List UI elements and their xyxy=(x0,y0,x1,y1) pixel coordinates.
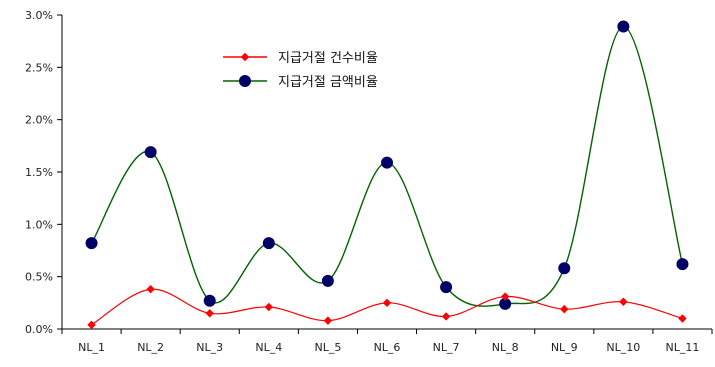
data-point xyxy=(203,294,216,307)
y-tick-label: 2.5% xyxy=(25,61,53,74)
x-tick-label: NL_7 xyxy=(433,341,460,354)
data-point xyxy=(262,237,275,250)
x-tick-label: NL_9 xyxy=(551,341,578,354)
legend-item-1: 지급거절 건수비율 xyxy=(223,51,378,66)
y-tick-label: 1.5% xyxy=(25,166,53,179)
x-tick-label: NL_11 xyxy=(666,341,700,354)
legend-marker xyxy=(240,52,250,62)
legend-marker xyxy=(239,75,251,87)
data-point xyxy=(146,285,155,294)
data-point xyxy=(560,304,569,314)
y-tick-label: 0.5% xyxy=(25,271,53,284)
data-point xyxy=(441,312,451,321)
data-point xyxy=(205,309,214,318)
x-tick-label: NL_4 xyxy=(255,341,282,354)
data-point xyxy=(264,302,274,312)
data-point xyxy=(676,258,689,271)
y-tick-label: 2.0% xyxy=(25,114,53,127)
x-tick-label: NL_1 xyxy=(78,341,105,354)
y-tick-label: 3.0% xyxy=(25,9,53,22)
data-point xyxy=(500,292,510,301)
x-tick-label: NL_8 xyxy=(492,341,519,354)
data-point xyxy=(558,262,571,275)
data-point xyxy=(87,320,96,330)
data-point xyxy=(321,274,334,287)
data-point xyxy=(323,316,333,325)
x-tick-label: NL_6 xyxy=(374,341,401,354)
series-layer xyxy=(85,20,689,330)
x-tick-label: NL_2 xyxy=(137,341,164,354)
data-point xyxy=(85,237,98,250)
x-tick-label: NL_10 xyxy=(606,341,640,354)
series-line xyxy=(90,25,684,307)
y-tick-label: 1.0% xyxy=(25,218,53,231)
x-tick-label: NL_3 xyxy=(196,341,223,354)
data-point xyxy=(440,281,453,294)
legend-item-2: 지급거절 금액비율 xyxy=(223,75,378,90)
legend-label: 지급거절 금액비율 xyxy=(278,75,378,90)
data-point xyxy=(619,297,628,306)
series-2 xyxy=(85,20,689,310)
legend-label: 지급거절 건수비율 xyxy=(278,51,378,66)
series-1 xyxy=(87,285,687,330)
y-tick-label: 0.0% xyxy=(25,323,53,336)
x-tick-label: NL_5 xyxy=(314,341,341,354)
data-point xyxy=(617,20,630,33)
data-point xyxy=(382,298,392,308)
data-point xyxy=(678,314,687,323)
data-point xyxy=(144,146,157,159)
axes: 0.0% 0.5% 1.0% 1.5% 2.0% 2.5% 3.0% NL_1 NL_2 NL_3… xyxy=(25,9,713,354)
data-point xyxy=(381,156,393,169)
